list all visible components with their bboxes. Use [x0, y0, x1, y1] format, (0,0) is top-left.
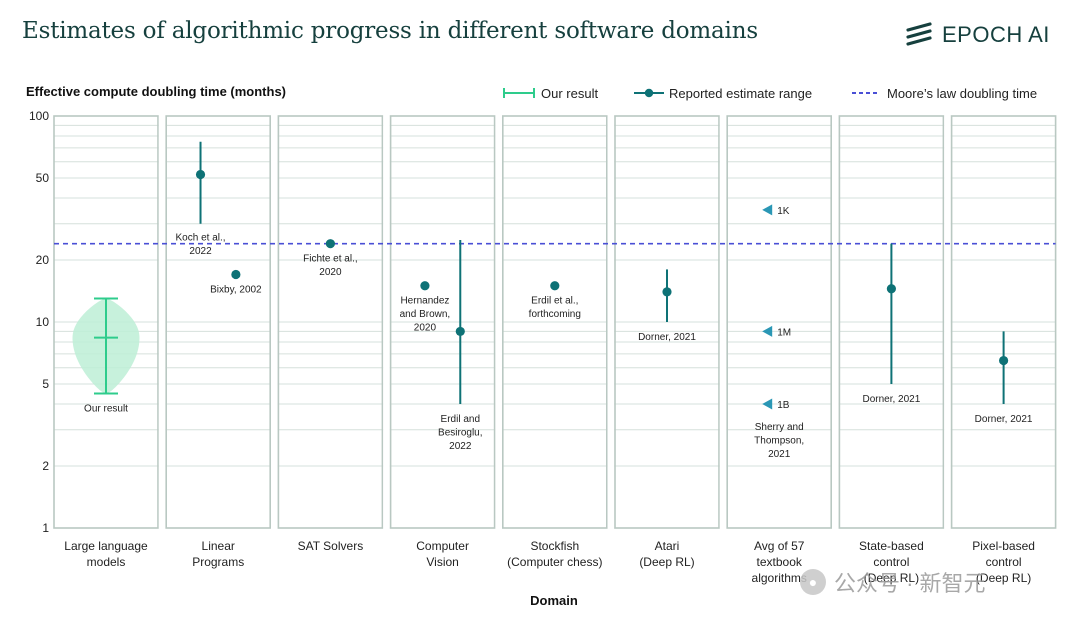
- x-category-label: Linear: [202, 539, 235, 553]
- estimate-label: Hernandez: [400, 296, 449, 307]
- estimate-label: Koch et al.,: [176, 233, 226, 244]
- x-category-label: (Deep RL): [976, 571, 1031, 585]
- legend-moore-label: Moore’s law doubling time: [887, 86, 1037, 101]
- x-axis-title: Domain: [530, 593, 578, 608]
- estimate-label: 2020: [414, 323, 437, 334]
- estimate-point: [662, 287, 672, 297]
- estimate-point: [550, 281, 560, 291]
- y-tick-label: 5: [42, 377, 49, 391]
- estimate-label: 2020: [319, 267, 342, 278]
- logo-text: EPOCH AI: [942, 22, 1050, 47]
- panel-frame: [165, 115, 271, 529]
- estimate-point: [455, 326, 465, 337]
- marker-triangle: [762, 204, 773, 216]
- estimate-point: [231, 269, 241, 280]
- x-category-label: State-based: [859, 539, 924, 553]
- x-category-label: (Deep RL): [864, 571, 919, 585]
- watermark: ● 公众号 · 新智元: [800, 566, 986, 598]
- x-category-label: models: [87, 555, 126, 569]
- x-category-label: Pixel-based: [972, 539, 1035, 553]
- x-category-label: Programs: [192, 555, 244, 569]
- estimate-label: Dorner, 2021: [862, 394, 920, 405]
- y-tick-label: 100: [29, 109, 49, 123]
- estimate-label: Fichte et al.,: [303, 254, 357, 265]
- panel-gap: [271, 115, 278, 529]
- panel-frame: [726, 115, 833, 529]
- x-category-label: Computer: [416, 539, 469, 553]
- marker-label: 1K: [777, 206, 790, 217]
- marker-triangle: [762, 398, 773, 410]
- x-category-label: control: [873, 555, 909, 569]
- panel-gap: [383, 115, 390, 529]
- our-result-label: Our result: [84, 403, 128, 414]
- estimate-point: [195, 169, 206, 180]
- panel-frame: [501, 115, 608, 529]
- y-axis-title: Effective compute doubling time (months): [26, 84, 286, 99]
- epoch-ai-logo: EPOCH AI: [906, 22, 1050, 48]
- wechat-icon: ●: [800, 569, 826, 595]
- y-tick-label: 1: [42, 521, 49, 535]
- estimate-label: Dorner, 2021: [638, 332, 696, 343]
- estimate-label: 2022: [449, 441, 472, 452]
- x-category-label: Stockfish: [530, 539, 579, 553]
- panel-gap: [495, 115, 502, 529]
- panel-frame: [389, 115, 496, 529]
- panel-frame: [277, 115, 384, 529]
- estimate-label: and Brown,: [400, 309, 451, 320]
- x-category-label: Large language: [64, 539, 148, 553]
- y-tick-label: 20: [36, 253, 50, 267]
- estimate-label: Bixby, 2002: [210, 285, 262, 296]
- y-tick-label: 10: [36, 315, 50, 329]
- estimate-label: Erdil and: [441, 414, 480, 425]
- x-category-label: algorithms: [752, 571, 807, 585]
- panel-gap: [944, 115, 951, 529]
- panel-frame: [838, 115, 945, 529]
- estimate-point: [886, 284, 897, 294]
- panel-gap: [719, 115, 727, 529]
- x-category-label: Avg of 57: [754, 539, 805, 553]
- marker-label: 1M: [777, 327, 791, 338]
- x-category-label: Atari: [655, 539, 680, 553]
- legend-range-dot: [644, 88, 654, 98]
- estimate-label: forthcoming: [529, 309, 581, 320]
- estimate-point: [420, 281, 430, 291]
- x-category-label: (Deep RL): [639, 555, 694, 569]
- x-category-label: control: [986, 555, 1022, 569]
- x-category-label: SAT Solvers: [298, 539, 364, 553]
- panel-frame: [53, 115, 159, 529]
- estimate-label: Dorner, 2021: [975, 414, 1033, 425]
- epoch-logo-icon: [906, 22, 932, 46]
- x-category-label: Vision: [426, 555, 458, 569]
- legend-our-result-label: Our result: [541, 86, 598, 101]
- estimate-label: Besiroglu,: [438, 427, 482, 438]
- panel-frame: [614, 115, 720, 529]
- legend-range-label: Reported estimate range: [669, 86, 812, 101]
- panel-gap: [832, 115, 839, 529]
- marker-label: 1B: [777, 400, 790, 411]
- estimate-point: [999, 355, 1009, 366]
- estimate-label: Erdil et al.,: [531, 296, 578, 307]
- panel-frame: [950, 115, 1057, 529]
- marker-caption: 2021: [768, 449, 791, 460]
- estimate-label: 2022: [189, 246, 212, 257]
- x-category-label: (Computer chess): [507, 555, 602, 569]
- x-category-label: textbook: [757, 555, 803, 569]
- y-tick-label: 2: [42, 459, 49, 473]
- chart-title: Estimates of algorithmic progress in dif…: [22, 18, 758, 44]
- marker-caption: Thompson,: [754, 435, 804, 446]
- watermark-text: 公众号 · 新智元: [834, 571, 986, 596]
- estimate-point: [325, 239, 335, 249]
- y-tick-label: 50: [36, 171, 50, 185]
- panel-gap: [607, 115, 615, 529]
- panel-gap: [158, 115, 166, 529]
- marker-triangle: [762, 325, 773, 337]
- marker-caption: Sherry and: [755, 422, 804, 433]
